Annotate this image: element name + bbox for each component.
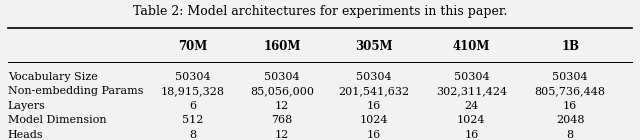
Text: 1024: 1024 [360, 115, 388, 125]
Text: 1024: 1024 [457, 115, 486, 125]
Text: 8: 8 [566, 130, 573, 140]
Text: 24: 24 [464, 101, 479, 111]
Text: Model Dimension: Model Dimension [8, 115, 106, 125]
Text: 85,056,000: 85,056,000 [250, 86, 314, 96]
Text: 50304: 50304 [454, 72, 489, 82]
Text: 160M: 160M [263, 40, 300, 53]
Text: 16: 16 [563, 101, 577, 111]
Text: 50304: 50304 [175, 72, 211, 82]
Text: 12: 12 [275, 130, 289, 140]
Text: 512: 512 [182, 115, 204, 125]
Text: 16: 16 [367, 130, 381, 140]
Text: Table 2: Model architectures for experiments in this paper.: Table 2: Model architectures for experim… [133, 5, 507, 18]
Text: 1B: 1B [561, 40, 579, 53]
Text: 2048: 2048 [556, 115, 584, 125]
Text: Vocabulary Size: Vocabulary Size [8, 72, 97, 82]
Text: 70M: 70M [178, 40, 207, 53]
Text: 18,915,328: 18,915,328 [161, 86, 225, 96]
Text: 302,311,424: 302,311,424 [436, 86, 507, 96]
Text: 50304: 50304 [264, 72, 300, 82]
Text: 16: 16 [367, 101, 381, 111]
Text: Layers: Layers [8, 101, 45, 111]
Text: 50304: 50304 [552, 72, 588, 82]
Text: Non-embedding Params: Non-embedding Params [8, 86, 143, 96]
Text: 8: 8 [189, 130, 196, 140]
Text: 6: 6 [189, 101, 196, 111]
Text: 16: 16 [464, 130, 479, 140]
Text: Heads: Heads [8, 130, 44, 140]
Text: 305M: 305M [355, 40, 393, 53]
Text: 201,541,632: 201,541,632 [339, 86, 410, 96]
Text: 768: 768 [271, 115, 292, 125]
Text: 50304: 50304 [356, 72, 392, 82]
Text: 12: 12 [275, 101, 289, 111]
Text: 805,736,448: 805,736,448 [534, 86, 605, 96]
Text: 410M: 410M [452, 40, 490, 53]
